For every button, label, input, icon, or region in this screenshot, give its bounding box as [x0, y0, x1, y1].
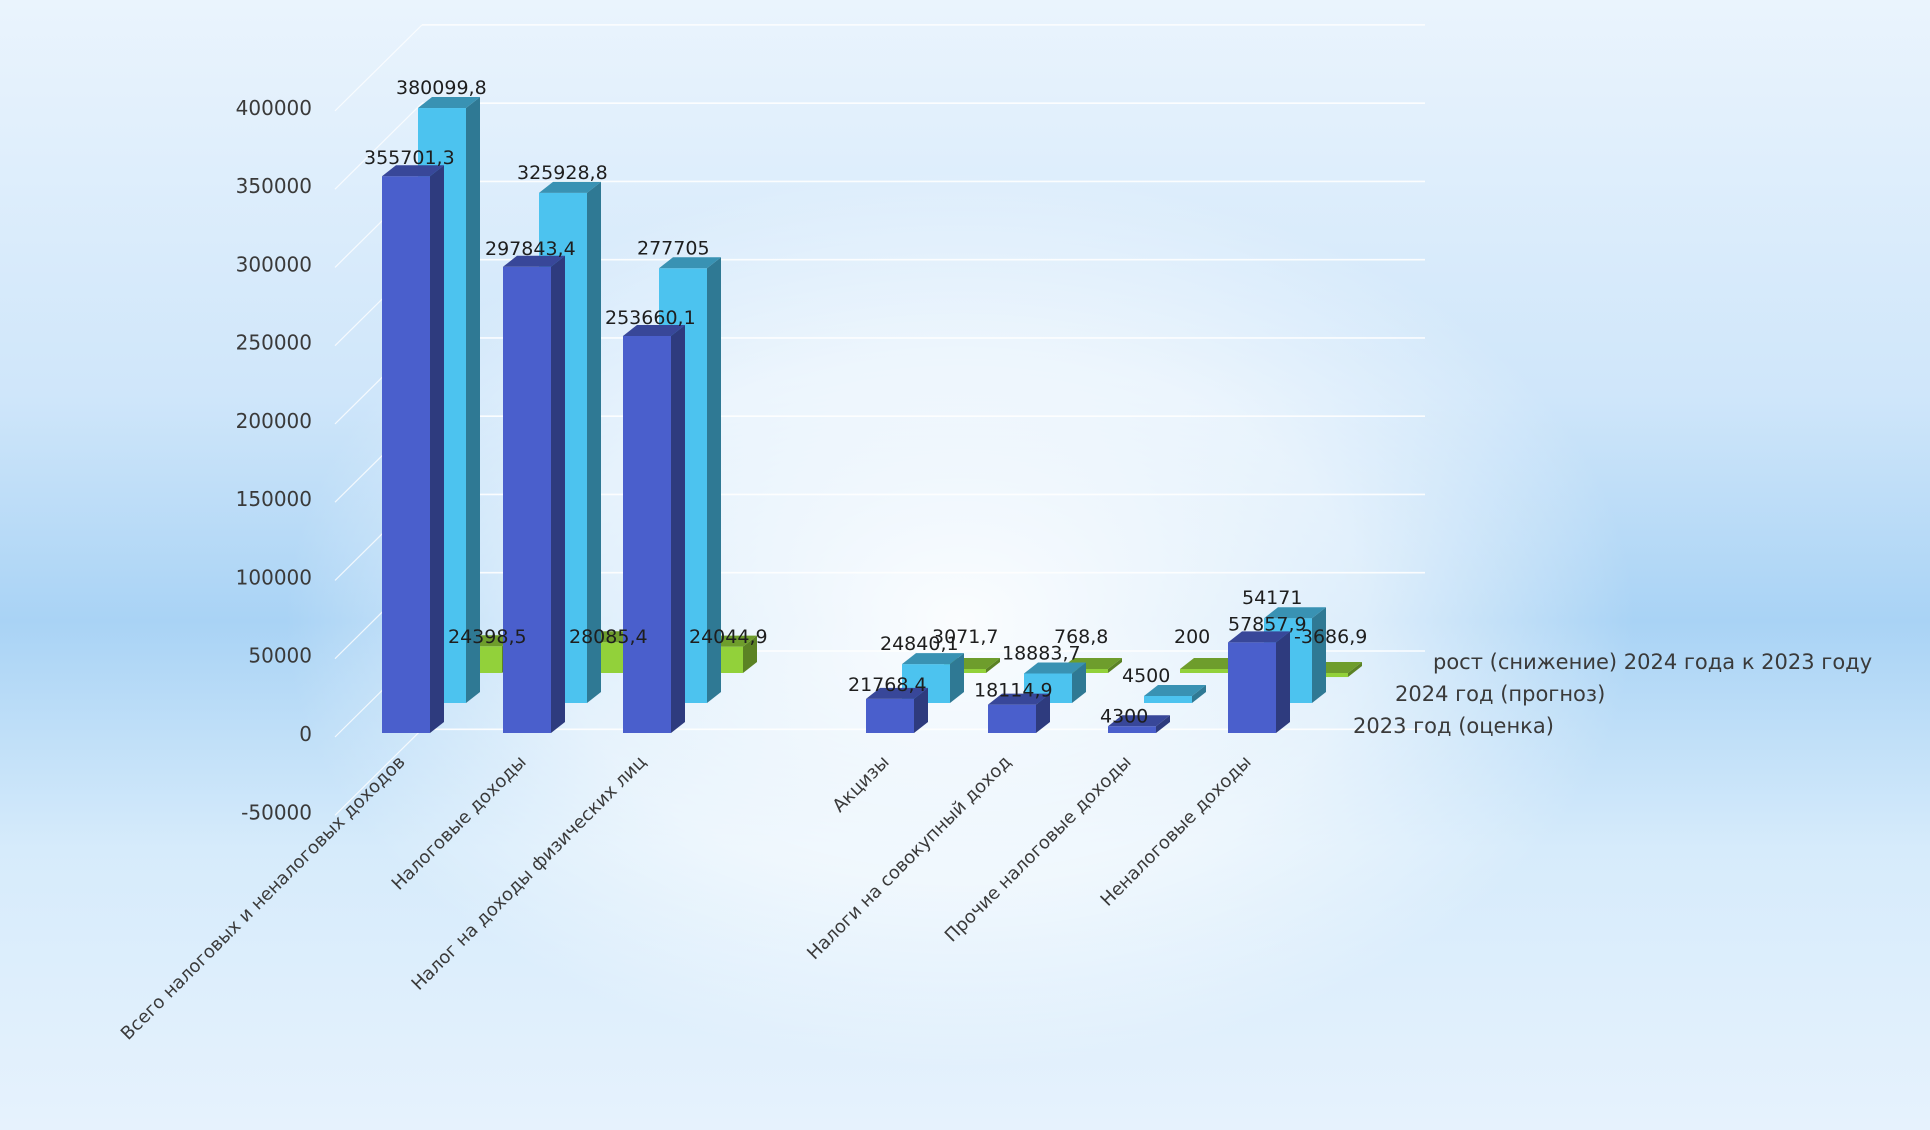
- category-label: Всего налоговых и неналоговых доходов: [117, 752, 410, 1045]
- gridline-depth: [334, 102, 423, 190]
- data-label: 24398,5: [448, 626, 527, 648]
- series-label: 2024 год (прогноз): [1395, 682, 1605, 706]
- series-label: рост (снижение) 2024 года к 2023 году: [1433, 650, 1872, 674]
- data-label: 355701,3: [364, 147, 455, 169]
- gridline-depth: [334, 728, 423, 816]
- series-label: 2023 год (оценка): [1353, 714, 1554, 738]
- data-label: 4500: [1122, 665, 1170, 687]
- y-tick-label: 50000: [248, 644, 312, 668]
- legend: 2023 год (оценка) 2024 год (прогноз) рост …: [1353, 650, 1872, 738]
- y-tick-label: 0: [299, 722, 312, 746]
- data-label: 28085,4: [569, 626, 648, 648]
- y-tick-label: 100000: [236, 565, 312, 589]
- category-label: Налоговые доходы: [388, 752, 531, 895]
- bar-2024: [1144, 684, 1206, 703]
- category-label: Акцизы: [829, 752, 894, 817]
- data-label: 3071,7: [932, 626, 998, 648]
- data-labels: 24398,5 28085,4 24044,9 3071,7 768,8 200 -3686…: [364, 77, 1367, 727]
- y-tick-label: 350000: [236, 174, 312, 198]
- bar-2023: [988, 693, 1050, 733]
- data-label: 253660,1: [605, 307, 696, 329]
- bar-2023: [1108, 715, 1170, 733]
- data-label: 325928,8: [517, 162, 608, 184]
- y-tick-label: 200000: [236, 409, 312, 433]
- data-label: 4300: [1100, 705, 1148, 727]
- data-label: 24840,1: [880, 633, 959, 655]
- gridline-depth: [334, 24, 423, 112]
- bar-2023: [1228, 631, 1290, 733]
- data-label: 380099,8: [396, 77, 487, 99]
- bar-2023: [382, 165, 444, 733]
- bars: [382, 97, 1362, 734]
- data-label: 18114,9: [974, 680, 1053, 702]
- data-label: 21768,4: [848, 674, 927, 696]
- y-tick-label: 400000: [236, 96, 312, 120]
- data-label: -3686,9: [1294, 626, 1367, 648]
- data-label: 297843,4: [485, 238, 576, 260]
- y-tick-label: 150000: [236, 487, 312, 511]
- bar-2023: [503, 255, 565, 734]
- bar-2023: [623, 324, 685, 733]
- y-tick-label: 250000: [236, 331, 312, 355]
- y-tick-label: -50000: [241, 800, 312, 824]
- category-label: Прочие налоговые доходы: [941, 752, 1136, 947]
- category-label: Налог на доходы физических лиц: [408, 752, 651, 995]
- data-label: 768,8: [1054, 626, 1108, 648]
- data-label: 200: [1174, 626, 1210, 648]
- data-label: 57857,9: [1228, 613, 1307, 635]
- data-label: 24044,9: [689, 626, 768, 648]
- data-label: 277705: [637, 237, 710, 259]
- x-axis-categories: Всего налоговых и неналоговых доходовНал…: [117, 752, 1256, 1045]
- y-axis: 400000 350000 300000 250000 200000 150000 1000…: [236, 96, 312, 824]
- data-label: 18883,7: [1002, 642, 1081, 664]
- y-tick-label: 300000: [236, 252, 312, 276]
- data-label: 54171: [1242, 587, 1302, 609]
- bar-2023: [866, 687, 928, 733]
- category-label: Налоги на совокупный доход: [803, 752, 1015, 964]
